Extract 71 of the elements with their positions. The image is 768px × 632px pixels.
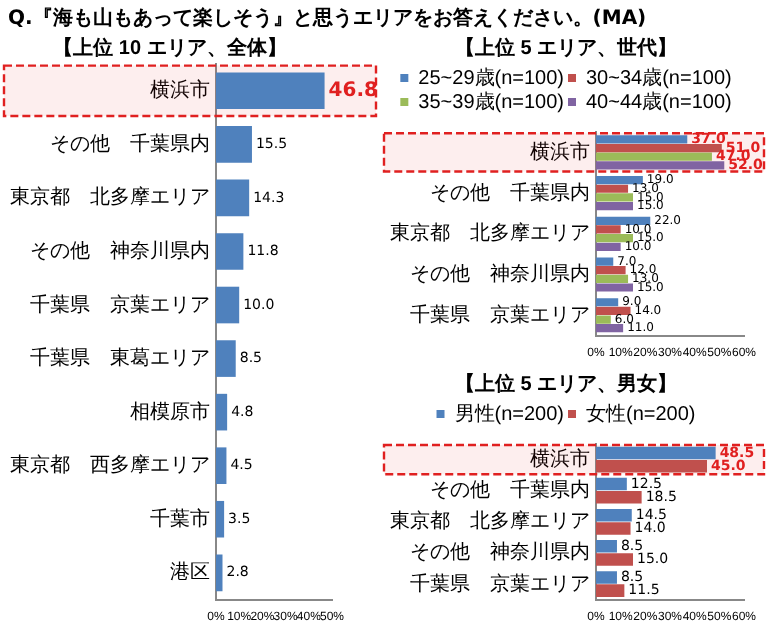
y-tick-label: 千葉県 京葉エリア (410, 571, 590, 596)
bar (596, 491, 642, 504)
bar (596, 306, 631, 316)
bar (216, 340, 236, 377)
bar (596, 257, 614, 266)
bar (596, 508, 632, 522)
bar (216, 126, 252, 163)
y-tick-label: 東京都 西多摩エリア (10, 453, 210, 478)
y-tick-label: 東京都 北多摩エリア (10, 185, 210, 210)
text: Q.『海も山もあって楽しそう』と思うエリアをお答えください。(MA) (8, 5, 647, 32)
bar (216, 286, 240, 324)
chart-title: 【上位 5 エリア、世代】 (454, 35, 678, 60)
bar (596, 242, 621, 251)
bar (596, 315, 611, 324)
bar (596, 143, 722, 153)
bar (596, 298, 619, 307)
bar (596, 522, 631, 535)
chart-title: 【上位 5 エリア、男女】 (454, 371, 678, 396)
bar (596, 184, 629, 193)
legend-label: 30~34歳(n=100) (586, 65, 732, 90)
bar (596, 201, 633, 211)
bar (596, 135, 688, 144)
legend-label: 25~29歳(n=100) (418, 65, 565, 90)
y-tick-label: 横浜市 (150, 78, 210, 103)
bar (596, 161, 725, 170)
legend-label: 40~44歳(n=100) (586, 89, 732, 114)
bar (216, 179, 250, 217)
bar (596, 274, 629, 283)
legend-label: 35~39歳(n=100) (418, 89, 565, 114)
y-tick-label: 千葉県 東葛エリア (30, 346, 210, 371)
y-tick-label: 千葉県 京葉エリア (30, 292, 210, 317)
y-tick-label: その他 神奈川県内 (410, 262, 590, 287)
y-tick-label: その他 千葉県内 (50, 131, 210, 156)
bar (596, 225, 621, 234)
bar (596, 193, 633, 202)
data-label: 46.8 (328, 79, 379, 102)
bar (216, 233, 244, 270)
bar (216, 500, 225, 538)
bar (596, 152, 712, 161)
y-tick-label: 港区 (170, 560, 210, 585)
y-tick-label: 千葉県 京葉エリア (410, 302, 590, 327)
y-tick-label: その他 千葉県内 (430, 478, 590, 503)
bar (596, 553, 633, 566)
y-tick-label: その他 神奈川県内 (30, 238, 210, 263)
bar (596, 584, 625, 597)
bar (596, 540, 617, 553)
bar (216, 554, 223, 592)
y-tick-label: 横浜市 (530, 447, 590, 472)
y-tick-label: その他 神奈川県内 (410, 540, 590, 565)
bar (596, 216, 651, 225)
y-tick-label: その他 千葉県内 (430, 180, 590, 205)
y-tick-label: 横浜市 (530, 139, 590, 164)
y-tick-label: 東京都 北多摩エリア (390, 509, 590, 534)
bar (596, 266, 626, 275)
chart-title: 【上位 10 エリア、全体】 (53, 35, 287, 60)
bar (596, 324, 624, 333)
y-tick-label: 千葉市 (150, 506, 210, 531)
bar (596, 234, 633, 243)
bar (216, 72, 325, 110)
legend-label: 女性(n=200) (586, 401, 696, 426)
bar (596, 477, 627, 491)
bar (596, 459, 707, 473)
bar (596, 571, 617, 584)
bar (596, 175, 643, 185)
bar (216, 393, 228, 431)
y-tick-label: 東京都 北多摩エリア (390, 221, 590, 246)
bar (596, 446, 716, 460)
y-tick-label: 相模原市 (130, 399, 210, 424)
legend-label: 男性(n=200) (454, 401, 565, 426)
bar (596, 283, 633, 292)
bar (216, 447, 227, 485)
